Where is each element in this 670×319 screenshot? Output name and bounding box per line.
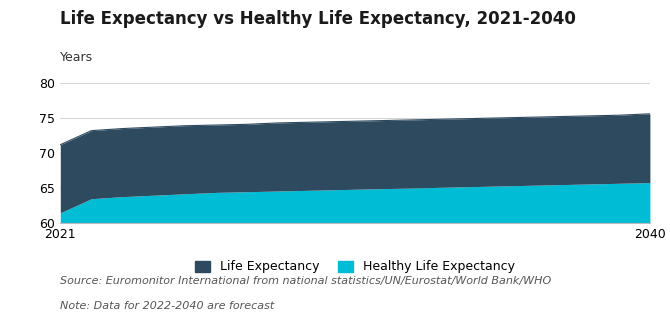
Text: Source: Euromonitor International from national statistics/UN/Eurostat/World Ban: Source: Euromonitor International from n… bbox=[60, 276, 551, 286]
Legend: Life Expectancy, Healthy Life Expectancy: Life Expectancy, Healthy Life Expectancy bbox=[195, 260, 515, 273]
Text: Life Expectancy vs Healthy Life Expectancy, 2021-2040: Life Expectancy vs Healthy Life Expectan… bbox=[60, 10, 576, 27]
Text: Note: Data for 2022-2040 are forecast: Note: Data for 2022-2040 are forecast bbox=[60, 301, 275, 311]
Text: Years: Years bbox=[60, 51, 93, 64]
